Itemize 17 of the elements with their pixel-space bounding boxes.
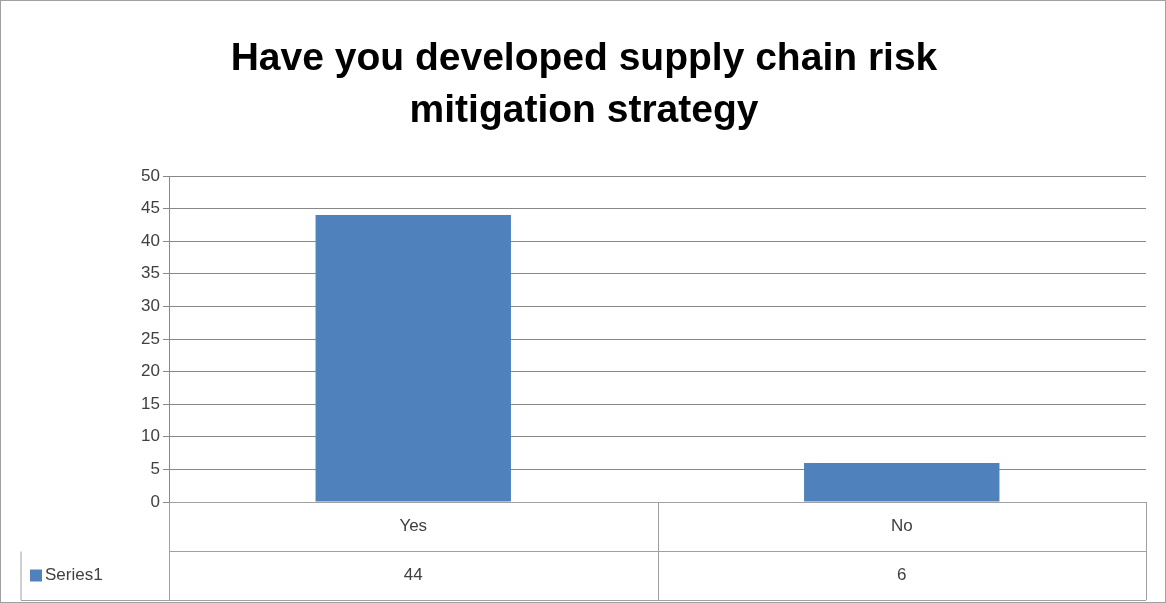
y-tick-label: 15 [141,393,160,413]
y-tick-label: 25 [141,328,160,348]
y-tick-label: 20 [141,361,160,381]
y-tick-label: 45 [141,198,160,218]
chart-title: Have you developed supply chain risk mitigation strategy [229,34,939,132]
y-tick-label: 5 [150,459,160,479]
y-tick-label: 50 [141,165,160,185]
x-tick-label: No [890,516,913,536]
y-tick-label: 40 [141,230,160,250]
y-tick-label: 0 [150,491,160,511]
data-label: 44 [403,565,423,585]
legend-label: Series1 [45,565,103,585]
y-tick-label: 30 [141,296,160,316]
x-tick-label: Yes [399,516,428,536]
data-label: 6 [897,565,907,585]
y-tick-label: 35 [141,263,160,283]
y-tick-label: 10 [141,426,160,446]
